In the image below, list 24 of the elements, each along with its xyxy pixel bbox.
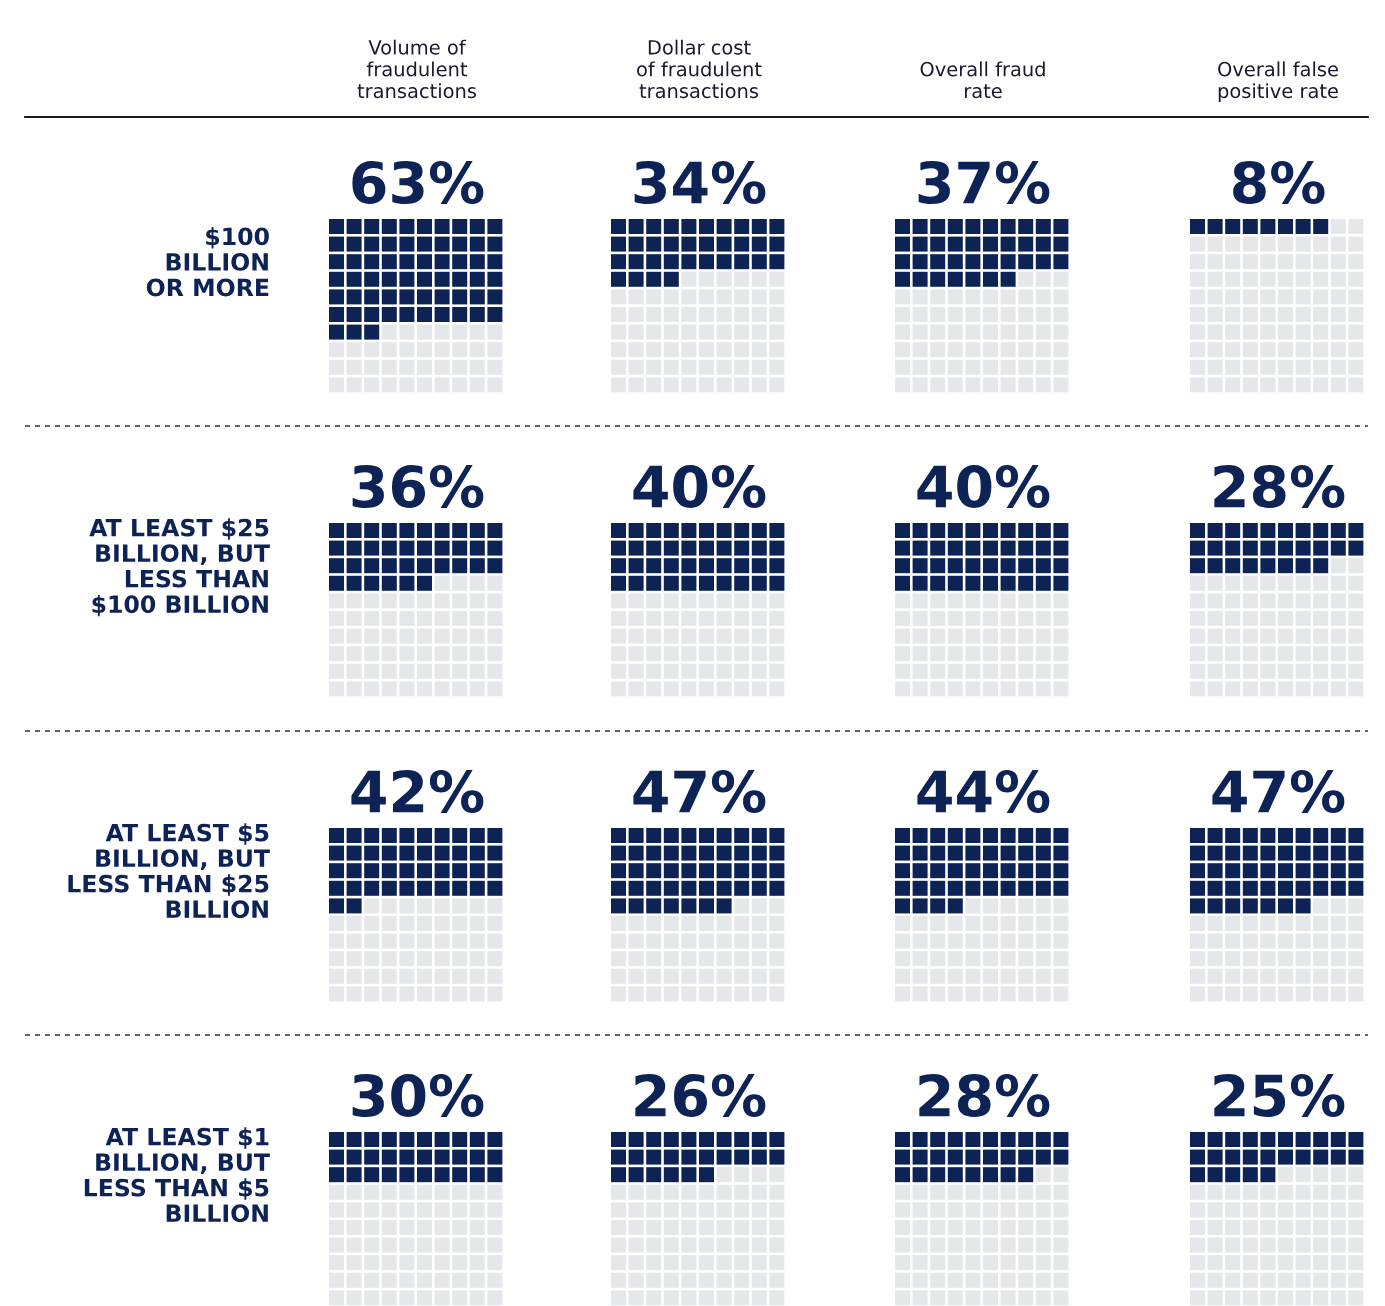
data-label: 25% bbox=[1214, 1073, 1345, 1117]
data-label: 47% bbox=[1212, 769, 1345, 813]
data-label: 40% bbox=[917, 464, 1050, 508]
data-label: 34% bbox=[634, 160, 766, 204]
data-label: 36% bbox=[352, 464, 484, 508]
data-label: 8% bbox=[1233, 160, 1325, 204]
data-label: 30% bbox=[352, 1073, 484, 1117]
data-label: 37% bbox=[918, 160, 1050, 204]
data-label: 42% bbox=[351, 769, 484, 813]
category-label: Overall false positive rate bbox=[1218, 61, 1338, 102]
category-label: Overall fraud rate bbox=[920, 61, 1045, 99]
category-label: Volume of fraudulent transactions bbox=[357, 39, 477, 99]
data-label: 47% bbox=[633, 769, 766, 813]
legend-label: AT LEAST $5 BILLION, BUT LESS THAN $25 BILLION bbox=[68, 823, 270, 919]
legend-label: AT LEAST $1 BILLION, BUT LESS THAN $5 BILLION bbox=[84, 1127, 270, 1223]
legend-label: $100 BILLION OR MORE bbox=[146, 227, 269, 297]
data-label: 40% bbox=[633, 464, 766, 508]
legend-label: AT LEAST $25 BILLION, BUT LESS THAN $100 BILLION bbox=[89, 518, 270, 617]
data-label: 44% bbox=[917, 769, 1050, 813]
data-label: 26% bbox=[635, 1073, 766, 1117]
category-label: Dollar cost of fraudulent transactions bbox=[637, 39, 762, 99]
data-label: 28% bbox=[1214, 464, 1345, 508]
data-label: 28% bbox=[919, 1073, 1050, 1117]
data-label: 63% bbox=[352, 160, 484, 204]
